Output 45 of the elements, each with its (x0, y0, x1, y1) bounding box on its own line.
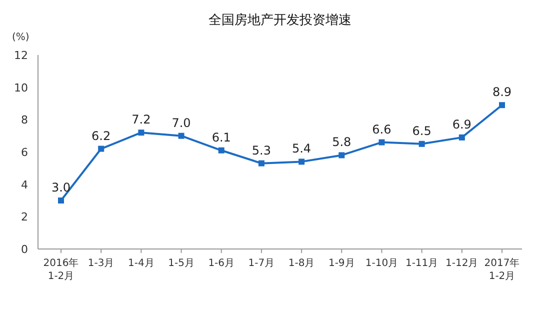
x-tick-label: 1-9月 (328, 258, 355, 269)
data-label: 7.0 (172, 116, 191, 130)
data-label: 8.9 (492, 85, 512, 100)
x-tick-label: 2016年 1-2月 (43, 257, 79, 282)
data-label: 5.3 (252, 143, 271, 158)
x-tick-label: 1-3月 (88, 258, 114, 269)
point (218, 147, 224, 154)
x-tick-label: 1-7月 (248, 258, 275, 269)
y-tick-label: 6 (21, 146, 28, 159)
x-tick-label: 1-5月 (168, 258, 194, 269)
point (338, 152, 345, 158)
x-tick-label: 1-4月 (128, 258, 154, 269)
data-label: 5.8 (332, 135, 352, 150)
data-label: 5.4 (292, 142, 312, 156)
y-tick-label: 12 (14, 49, 28, 62)
data-label: 3.0 (51, 180, 71, 194)
point (378, 139, 385, 146)
y-axis-title: (%) (12, 32, 30, 43)
point (58, 198, 64, 204)
x-tick-label: 1-6月 (208, 258, 235, 269)
y-tick-label: 10 (14, 81, 28, 94)
point (458, 134, 465, 140)
point (98, 146, 104, 152)
point (499, 102, 505, 108)
data-label: 6.2 (92, 128, 111, 143)
x-tick-label: 1-10月 (365, 258, 398, 269)
data-label: 7.2 (132, 112, 151, 127)
y-tick-label: 2 (21, 210, 28, 224)
x-tick-label: 1-11月 (405, 258, 438, 269)
y-tick-label: 0 (21, 243, 28, 256)
x-tick-label: 1-12月 (446, 258, 478, 269)
x-tick-label: 1-8月 (288, 258, 315, 269)
x-tick-label: 2017年 1-2月 (484, 257, 520, 282)
y-tick-label: 4 (21, 178, 28, 192)
data-label: 6.5 (412, 124, 432, 138)
point (178, 132, 184, 139)
y-tick-label: 8 (21, 114, 28, 127)
data-label: 6.1 (212, 130, 231, 144)
point (298, 158, 305, 165)
point (138, 130, 144, 136)
point (418, 140, 425, 147)
point (258, 160, 264, 166)
data-label: 6.6 (372, 122, 392, 136)
data-label: 6.9 (452, 117, 472, 132)
chart-title: 全国房地产开发投资增速 (208, 12, 352, 28)
